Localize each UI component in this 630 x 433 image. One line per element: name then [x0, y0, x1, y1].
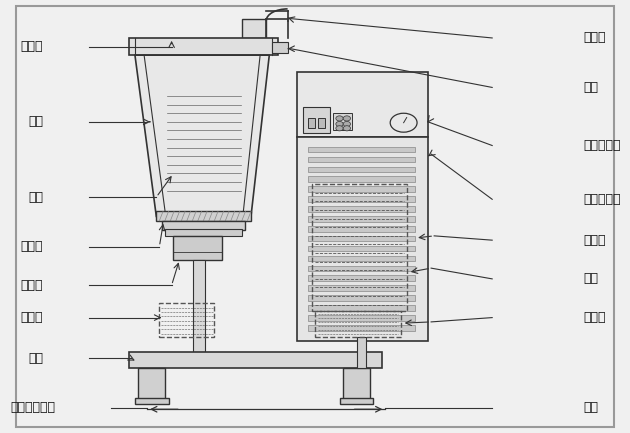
Bar — [308, 255, 415, 261]
Bar — [129, 352, 382, 368]
Text: 電機: 電機 — [584, 272, 598, 285]
Bar — [308, 315, 415, 320]
Bar — [308, 236, 415, 242]
Bar — [308, 177, 415, 182]
Bar — [308, 167, 415, 172]
Bar — [308, 196, 415, 202]
Text: 料桶蓋: 料桶蓋 — [21, 40, 43, 53]
Bar — [135, 398, 169, 404]
Bar — [308, 285, 415, 291]
Text: 皮帶輪: 皮帶輪 — [21, 311, 43, 324]
Bar — [308, 117, 315, 128]
Text: 機座: 機座 — [28, 352, 43, 365]
Text: 皮帶: 皮帶 — [584, 401, 598, 414]
Bar — [308, 295, 415, 301]
Circle shape — [343, 121, 350, 126]
Text: 電機防護罩: 電機防護罩 — [584, 193, 621, 206]
Bar — [308, 147, 415, 152]
Bar — [308, 305, 415, 311]
Text: 槳葉: 槳葉 — [28, 191, 43, 204]
Bar — [315, 311, 401, 337]
Bar — [340, 398, 373, 404]
Bar — [138, 368, 166, 399]
Bar — [333, 113, 352, 130]
Text: 電機輪: 電機輪 — [584, 311, 606, 324]
Circle shape — [336, 126, 343, 131]
Bar — [308, 275, 415, 281]
Bar — [193, 259, 205, 352]
Bar — [312, 184, 407, 311]
Bar — [303, 107, 330, 132]
Bar — [166, 229, 242, 236]
Bar — [308, 325, 415, 330]
Text: 手扣: 手扣 — [584, 81, 598, 94]
Bar — [343, 368, 370, 399]
Text: 排氣扇: 排氣扇 — [584, 32, 606, 45]
Bar — [308, 206, 415, 212]
Text: 軸承座: 軸承座 — [21, 279, 43, 292]
Circle shape — [336, 121, 343, 126]
Bar — [156, 211, 251, 221]
Text: 皮帶調節螺絲: 皮帶調節螺絲 — [11, 401, 55, 414]
Bar — [297, 137, 428, 341]
Circle shape — [343, 116, 350, 121]
Bar — [297, 72, 428, 137]
Bar — [308, 226, 415, 232]
Circle shape — [336, 116, 343, 121]
Polygon shape — [135, 55, 269, 216]
Bar — [308, 246, 415, 251]
Bar — [357, 337, 366, 368]
Text: 出料口: 出料口 — [21, 240, 43, 253]
Text: 電器控制箱: 電器控制箱 — [584, 139, 621, 152]
Text: 散熱孔: 散熱孔 — [584, 234, 606, 247]
Circle shape — [343, 126, 350, 131]
Bar — [318, 117, 326, 128]
Bar — [159, 303, 214, 337]
Bar — [129, 38, 278, 55]
Text: 桶體: 桶體 — [28, 115, 43, 128]
Bar — [272, 42, 288, 53]
Bar — [308, 157, 415, 162]
Bar — [173, 236, 222, 259]
Bar — [163, 221, 245, 230]
Bar — [242, 19, 266, 38]
Bar — [308, 216, 415, 222]
Bar — [308, 186, 415, 192]
Bar — [308, 265, 415, 271]
